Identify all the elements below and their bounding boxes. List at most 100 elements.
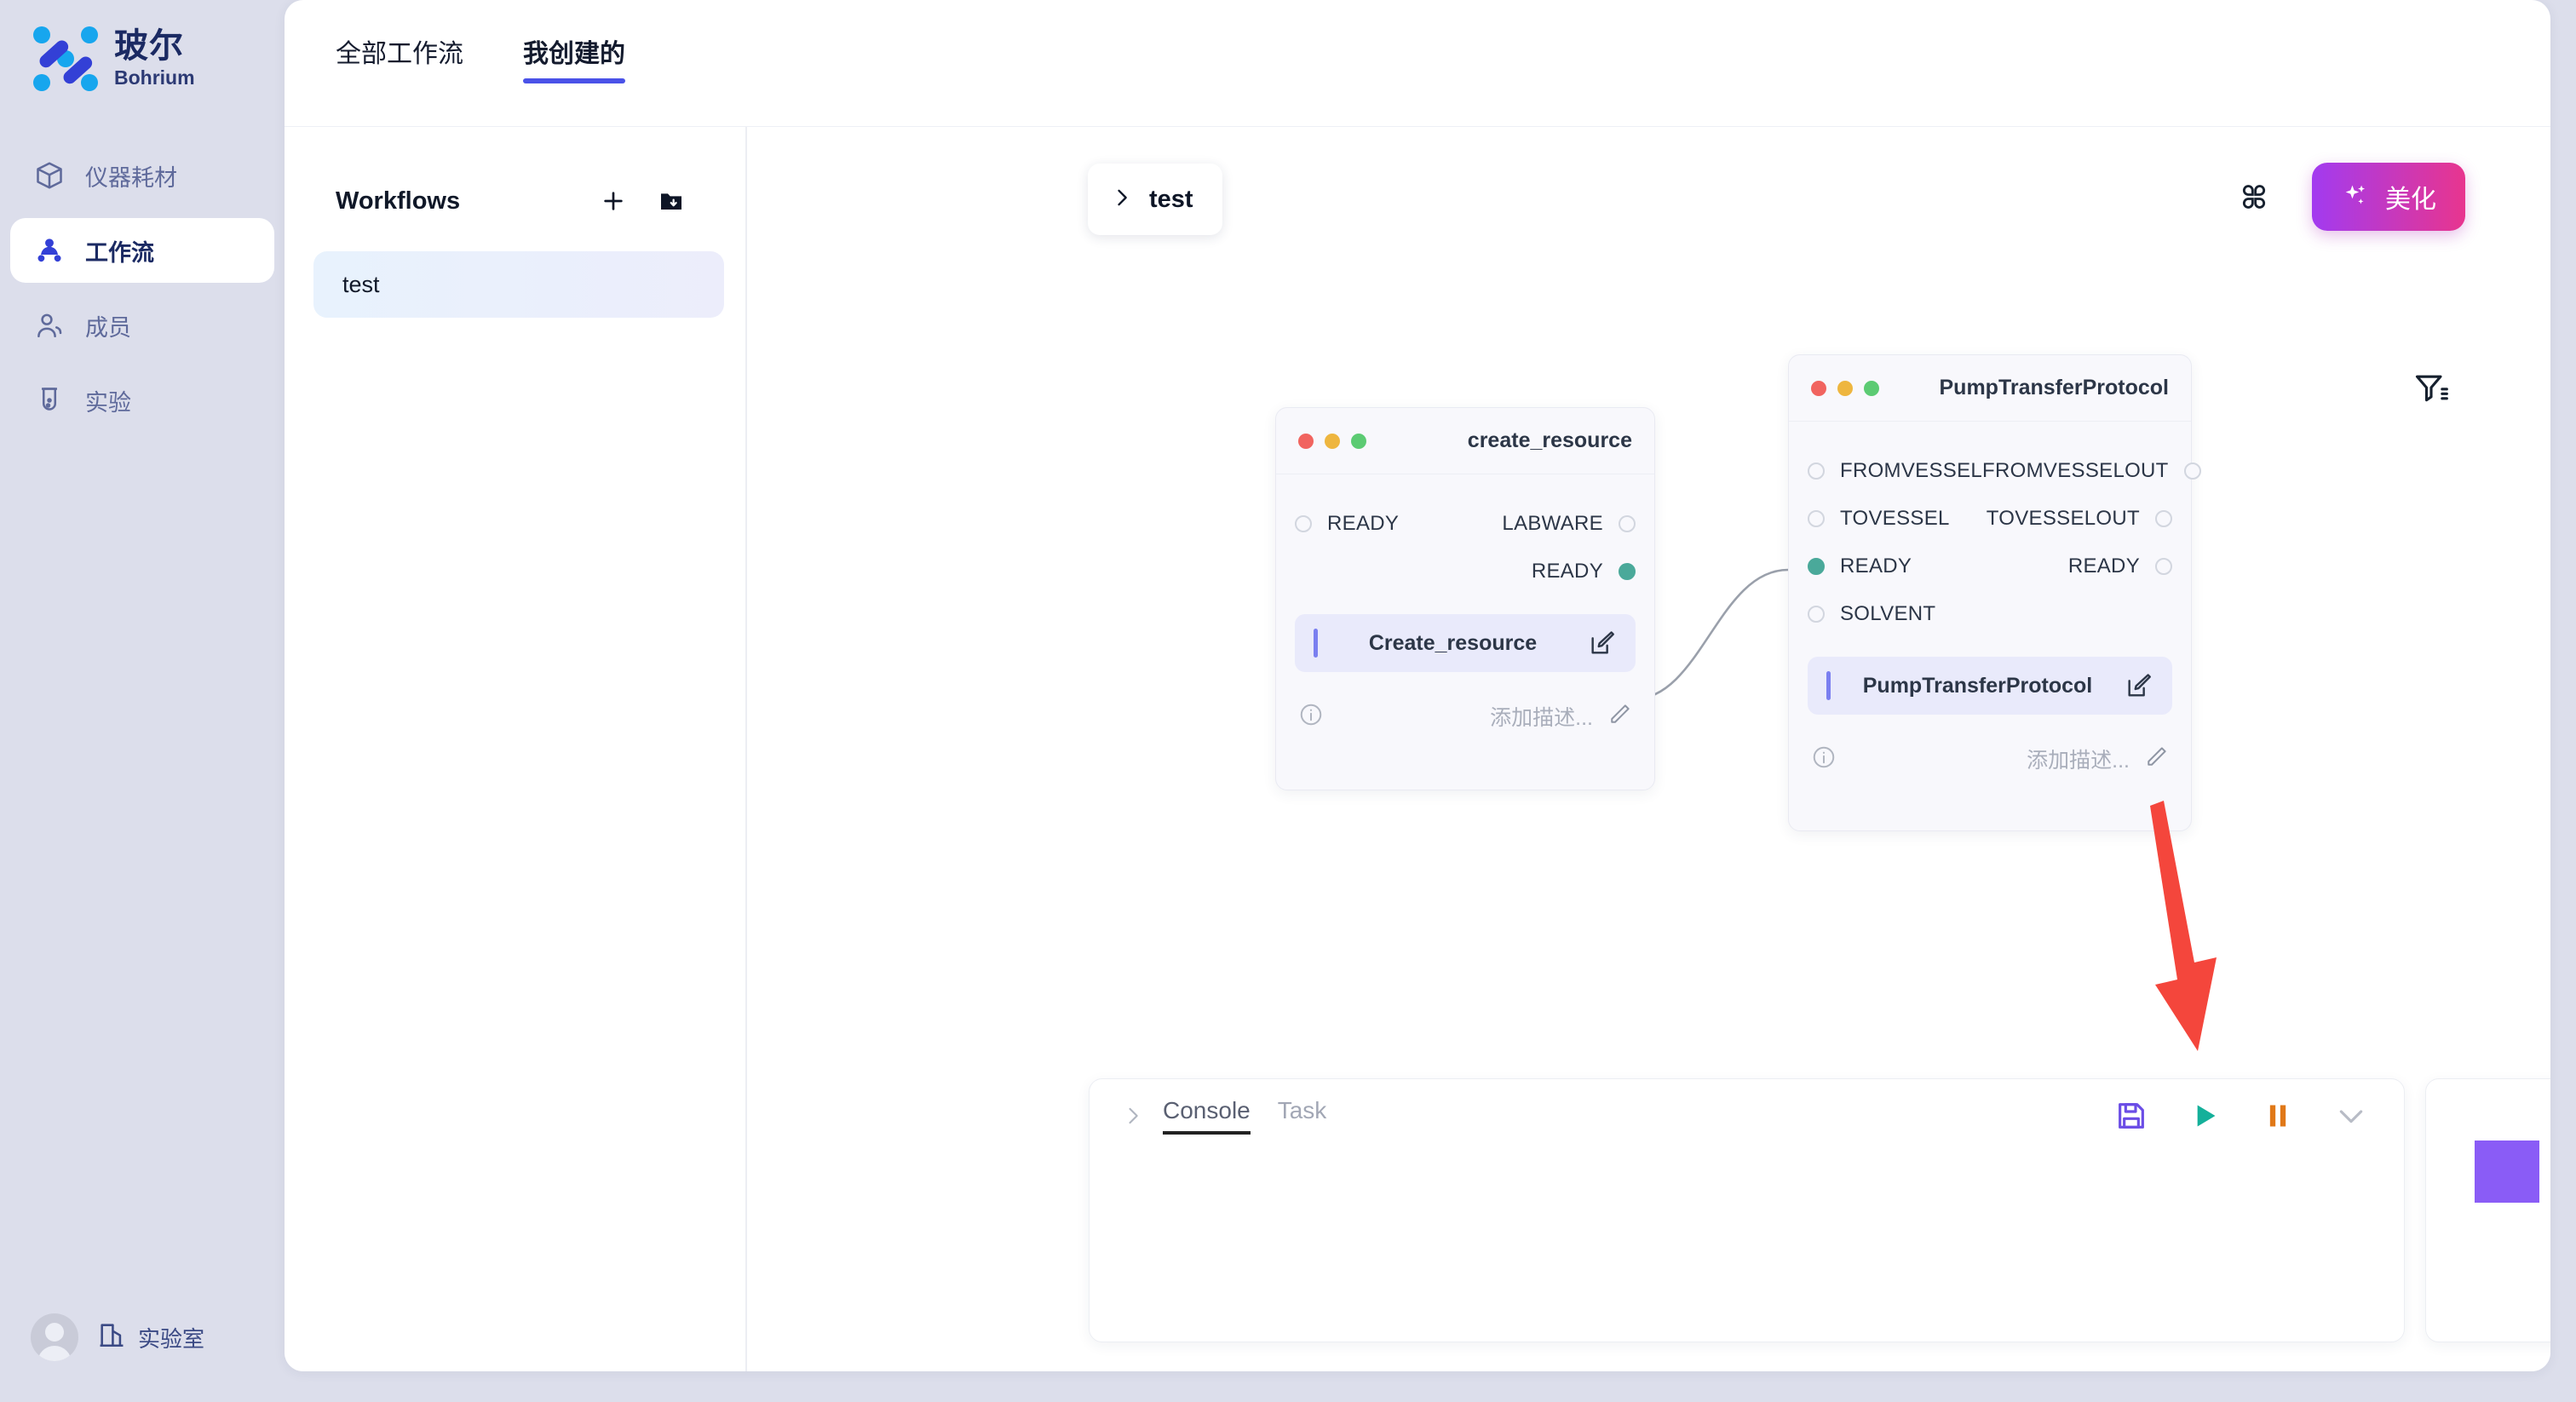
add-workflow-button[interactable] <box>587 178 640 224</box>
port-row: FROMVESSEL FROMVESSELOUT <box>1808 447 2201 495</box>
collapse-button[interactable] <box>2332 1097 2370 1135</box>
port-label: READY <box>2067 554 2140 577</box>
pause-button[interactable] <box>2259 1097 2297 1135</box>
node-chip[interactable]: Create_resource <box>1295 614 1636 672</box>
window-dots <box>1298 433 1366 449</box>
lab-switcher[interactable]: 实验室 <box>97 1320 204 1355</box>
node-chip[interactable]: PumpTransferProtocol <box>1808 657 2172 715</box>
node-pump-transfer-protocol[interactable]: PumpTransferProtocol FROMVESSEL FROMVESS… <box>1788 354 2201 831</box>
port-dot[interactable] <box>1808 510 1825 527</box>
members-icon <box>32 308 66 342</box>
port-dot[interactable] <box>1619 515 1636 532</box>
info-circle-icon[interactable] <box>1298 702 1324 732</box>
node-footer: 添加描述... <box>1295 672 1636 740</box>
sidebar-item-members[interactable]: 成员 <box>10 293 274 358</box>
input-port-tovessel[interactable]: TOVESSEL <box>1808 507 1950 531</box>
port-dot[interactable] <box>1808 606 1825 623</box>
node-header: create_resource <box>1276 408 1654 474</box>
breadcrumb[interactable]: test <box>1088 164 1222 235</box>
user-area[interactable]: 实验室 <box>31 1313 204 1361</box>
port-label: TOVESSELOUT <box>1986 507 2140 530</box>
pencil-icon[interactable] <box>2143 744 2169 774</box>
chip-accent-bar <box>1826 671 1831 700</box>
grid-apps-icon[interactable] <box>2235 178 2273 215</box>
input-port-ready[interactable]: READY <box>1295 512 1399 536</box>
avatar-icon[interactable] <box>31 1313 78 1361</box>
node-create-resource[interactable]: create_resource READY LABWARE <box>1275 407 1655 790</box>
output-port-fromvesselout[interactable]: FROMVESSELOUT <box>1982 459 2201 483</box>
tabs-divider <box>285 126 2550 127</box>
input-port-fromvessel[interactable]: FROMVESSEL <box>1808 459 1982 483</box>
edit-square-icon[interactable] <box>1588 629 1617 658</box>
port-label: LABWARE <box>1502 512 1603 535</box>
chevron-right-icon[interactable] <box>1118 1101 1147 1130</box>
filter-button[interactable] <box>2412 369 2450 406</box>
description-placeholder[interactable]: 添加描述... <box>1490 706 1593 730</box>
square-small[interactable] <box>2475 1141 2539 1203</box>
folder-download-icon <box>661 193 681 210</box>
port-label: FROMVESSELOUT <box>1982 459 2169 482</box>
pencil-icon[interactable] <box>1607 702 1632 732</box>
box-icon <box>32 158 66 192</box>
list-item[interactable]: test <box>313 251 724 318</box>
sidebar-item-label: 成员 <box>85 314 131 341</box>
tab-all-workflows[interactable]: 全部工作流 <box>336 40 463 68</box>
node-footer: 添加描述... <box>1808 715 2172 783</box>
brand-name-en: Bohrium <box>114 66 195 89</box>
mini-preview-panel[interactable] <box>2425 1078 2550 1342</box>
window-dot-red <box>1298 433 1314 449</box>
port-label: SOLVENT <box>1840 602 1936 625</box>
run-button[interactable] <box>2186 1097 2223 1135</box>
output-port-ready[interactable]: READY <box>1532 560 1636 583</box>
top-tabs: 全部工作流 我创建的 <box>336 32 625 83</box>
port-dot[interactable] <box>1295 515 1312 532</box>
window-dot-red <box>1811 380 1826 396</box>
port-row: READY READY <box>1808 543 2172 590</box>
tab-task[interactable]: Task <box>1277 1097 1327 1123</box>
edge-ready-to-ready <box>1632 568 1789 701</box>
sidebar-item-label: 实验 <box>85 389 131 416</box>
import-workflow-button[interactable] <box>645 178 698 224</box>
port-row: READY <box>1295 548 1636 595</box>
chevron-down-icon <box>2339 1110 2363 1123</box>
filter-icon <box>2415 375 2448 402</box>
port-label: FROMVESSEL <box>1840 459 1983 482</box>
port-dot[interactable] <box>1808 463 1825 480</box>
port-dot[interactable] <box>1619 563 1636 580</box>
input-port-ready[interactable]: READY <box>1808 554 1912 578</box>
port-dot[interactable] <box>2155 558 2172 575</box>
edit-square-icon[interactable] <box>2125 671 2153 700</box>
play-icon <box>2197 1105 2216 1127</box>
chip-label: PumpTransferProtocol <box>1862 673 2093 698</box>
info-circle-icon[interactable] <box>1811 744 1837 774</box>
sidebar-item-experiment[interactable]: 实验 <box>10 368 274 433</box>
sidebar-item-label: 工作流 <box>85 239 154 266</box>
node-body: FROMVESSEL FROMVESSELOUT TOVESSEL <box>1789 422 2201 796</box>
flask-icon <box>32 383 66 417</box>
workflow-list-title: Workflows <box>336 187 461 215</box>
port-dot[interactable] <box>2155 510 2172 527</box>
beautify-button[interactable]: 美化 <box>2312 163 2465 231</box>
output-port-labware[interactable]: LABWARE <box>1502 512 1636 536</box>
node-header: PumpTransferProtocol <box>1789 355 2191 422</box>
workflow-list: test <box>313 251 724 318</box>
output-port-tovesselout[interactable]: TOVESSELOUT <box>1987 507 2172 531</box>
tab-console[interactable]: Console <box>1163 1097 1251 1135</box>
port-dot[interactable] <box>2183 463 2201 480</box>
brand: 玻尔 Bohrium <box>31 24 195 94</box>
sidebar-item-instruments[interactable]: 仪器耗材 <box>10 143 274 208</box>
save-button[interactable] <box>2113 1097 2150 1135</box>
chip-accent-bar <box>1314 629 1318 658</box>
output-port-ready[interactable]: READY <box>2068 554 2172 578</box>
canvas-toolbar: 美化 <box>2235 163 2465 231</box>
console-buttons <box>2113 1097 2370 1135</box>
port-dot[interactable] <box>1808 558 1825 575</box>
chevron-right-icon <box>1110 186 1134 214</box>
port-row: READY LABWARE <box>1295 500 1636 548</box>
sidebar-item-workflow[interactable]: 工作流 <box>10 218 274 283</box>
window-dot-green <box>1351 433 1366 449</box>
plus-icon <box>604 192 623 210</box>
tab-my-created[interactable]: 我创建的 <box>523 32 625 83</box>
input-port-solvent[interactable]: SOLVENT <box>1808 602 1935 626</box>
description-placeholder[interactable]: 添加描述... <box>2027 749 2130 773</box>
